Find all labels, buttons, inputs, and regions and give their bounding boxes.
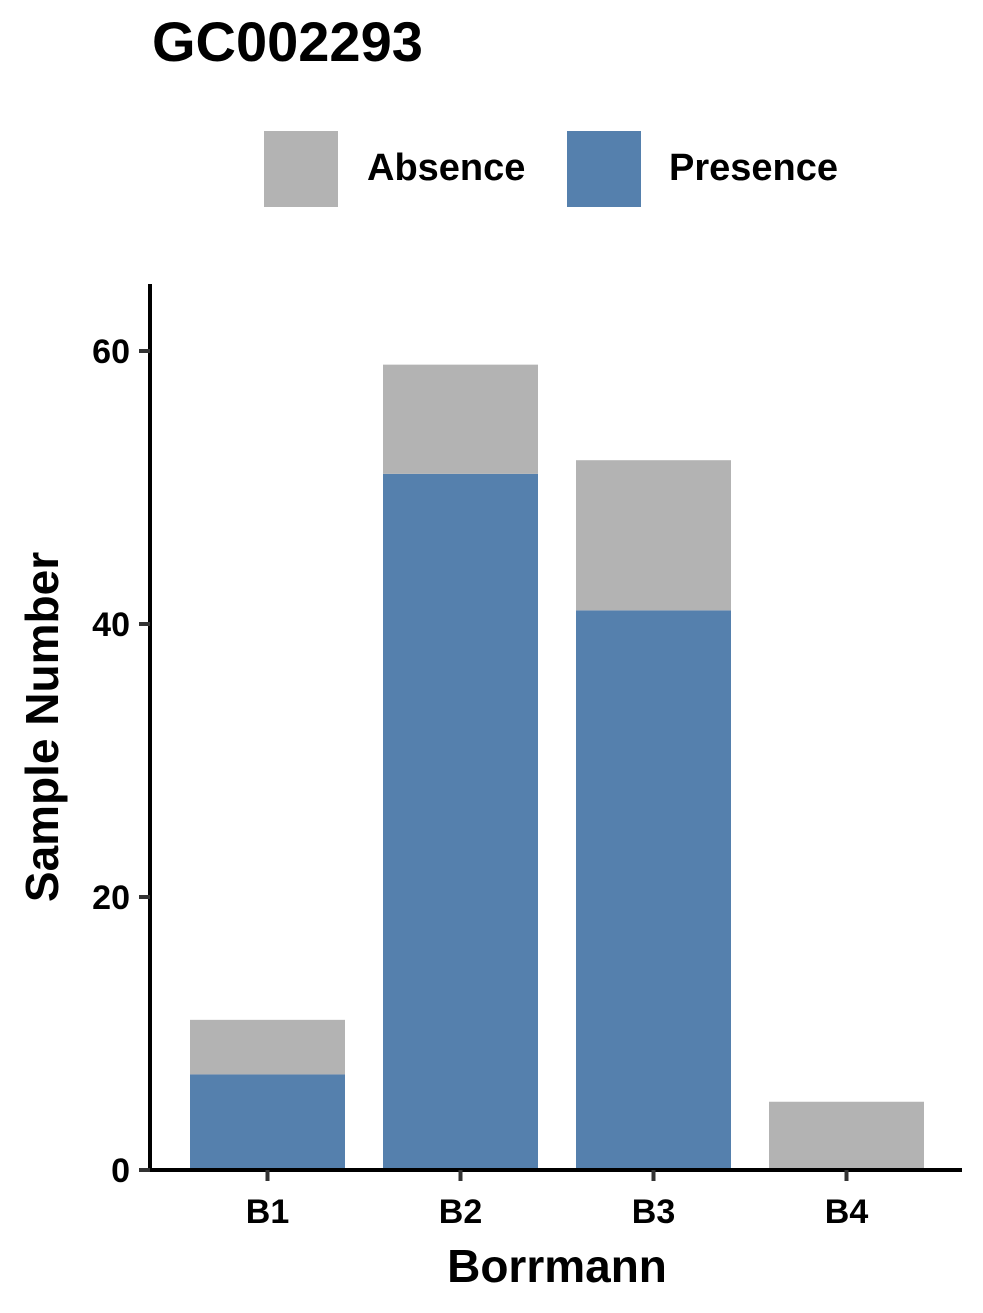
bar-b3-presence [576,610,731,1170]
y-tick-label-20: 20 [92,879,130,917]
bar-b2-presence [383,473,538,1171]
legend-label-absence: Absence [367,147,526,189]
x-tick-label-b1: B1 [246,1193,289,1231]
bar-b2-absence [383,364,538,474]
bar-b3-absence [576,460,731,611]
y-axis-title: Sample Number [16,552,68,902]
chart-title: GC002293 [152,10,423,73]
legend-key-absence [264,131,338,207]
x-tick-label-b3: B3 [632,1193,675,1231]
bars-group [190,364,924,1171]
y-ticks: 0 20 40 60 [92,333,150,1190]
bar-b1-absence [190,1019,345,1075]
x-tick-label-b2: B2 [439,1193,482,1231]
x-ticks: B1 B2 B3 B4 [246,1170,869,1231]
legend-label-presence: Presence [669,147,839,189]
x-tick-label-b4: B4 [825,1193,869,1231]
legend-key-presence [567,131,641,207]
bar-b4-absence [769,1101,924,1170]
y-tick-label-60: 60 [92,333,130,371]
y-tick-label-40: 40 [92,606,130,644]
bar-b1-presence [190,1074,345,1170]
x-axis-title: Borrmann [447,1240,667,1292]
y-tick-label-0: 0 [111,1152,130,1190]
